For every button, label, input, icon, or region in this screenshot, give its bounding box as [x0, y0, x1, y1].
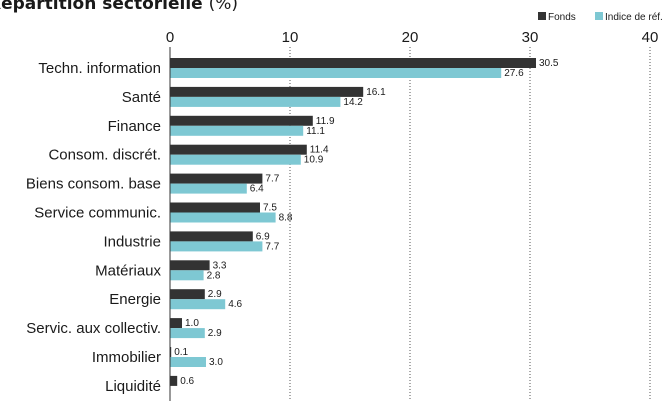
x-tick-label-30: 30 [522, 29, 539, 46]
bar-fonds [170, 115, 313, 126]
data-label-indice: 7.7 [265, 241, 279, 252]
legend-swatch-indice [595, 12, 603, 20]
data-label-fonds: 30.5 [539, 58, 559, 69]
data-label-fonds: 6.9 [256, 231, 270, 242]
bar-fonds [170, 347, 172, 357]
data-label-indice: 27.6 [504, 68, 524, 79]
category-label: Finance [108, 118, 161, 135]
bar-indice [170, 96, 341, 107]
legend-label-indice: Indice de réf. [605, 12, 663, 23]
data-label-fonds: 7.7 [265, 174, 279, 185]
legend: Fonds Indice de réf. [538, 12, 663, 23]
data-label-indice: 8.8 [279, 213, 293, 224]
category-label: Immobilier [92, 349, 161, 366]
x-tick-label-0: 0 [166, 29, 174, 46]
data-label-indice: 2.8 [207, 270, 221, 281]
bar-indice [170, 299, 226, 310]
grid-lines [289, 47, 651, 401]
data-label-fonds: 11.9 [316, 116, 335, 127]
legend-swatch-fonds [538, 12, 546, 20]
bar-indice [170, 154, 301, 165]
x-tick-label-10: 10 [282, 29, 299, 46]
data-label-indice: 6.4 [250, 184, 264, 195]
data-label-indice: 14.2 [343, 97, 363, 108]
bar-indice [170, 68, 502, 78]
bar-fonds [170, 231, 253, 242]
category-label: Biens consom. base [26, 176, 161, 193]
bar-fonds [170, 375, 178, 386]
category-label: Energie [109, 291, 161, 308]
data-label-indice: 11.1 [306, 126, 325, 137]
data-label-fonds: 16.1 [366, 87, 386, 98]
chart-title: Répartition sectorielle (%) [0, 0, 238, 14]
legend-label-fonds: Fonds [548, 12, 576, 23]
category-label: Consom. discrét. [48, 147, 161, 164]
bar-fonds [170, 86, 364, 97]
x-tick-label-20: 20 [402, 29, 419, 46]
data-label-fonds: 1.0 [185, 318, 199, 329]
bar-fonds [170, 202, 260, 213]
bar-indice [170, 357, 206, 367]
data-label-indice: 2.9 [208, 328, 222, 339]
bar-indice [170, 183, 247, 194]
category-label: Liquidité [105, 378, 161, 395]
bar-indice [170, 328, 205, 339]
category-label: Industrie [103, 233, 161, 250]
x-tick-label-40: 40 [642, 29, 659, 46]
data-label-fonds: 0.6 [180, 376, 194, 387]
bar-indice [170, 270, 204, 281]
bar-fonds [170, 58, 536, 68]
category-label: Matériaux [95, 262, 161, 279]
chart-title-text: Répartition sectorielle [0, 0, 203, 14]
data-label-indice: 4.6 [228, 299, 242, 310]
data-label-fonds: 11.4 [310, 145, 329, 156]
bar-indice [170, 125, 304, 136]
bar-fonds [170, 318, 182, 329]
bars [170, 58, 536, 386]
bar-fonds [170, 260, 210, 271]
bar-fonds [170, 173, 263, 184]
bar-fonds [170, 289, 205, 300]
category-labels: Techn. information Santé Finance Consom. di… [26, 60, 162, 395]
data-label-fonds: 2.9 [208, 289, 222, 300]
data-label-fonds: 7.5 [263, 203, 277, 214]
data-label-indice: 10.9 [304, 155, 324, 166]
data-label-fonds: 0.1 [174, 347, 188, 358]
category-label: Santé [122, 89, 161, 106]
data-labels: 30.527.616.114.211.911.111.410.97.76.47.… [174, 58, 559, 387]
bar-indice [170, 241, 263, 252]
category-label: Service communic. [34, 205, 161, 222]
x-axis-tick-labels: 0 10 20 30 40 [166, 29, 659, 46]
bar-indice [170, 212, 276, 223]
chart-title-unit: (%) [208, 0, 239, 14]
bar-fonds [170, 144, 307, 155]
data-label-indice: 3.0 [209, 357, 223, 368]
category-label: Servic. aux collectiv. [26, 320, 161, 337]
category-label: Techn. information [38, 60, 161, 77]
data-label-fonds: 3.3 [213, 260, 227, 271]
